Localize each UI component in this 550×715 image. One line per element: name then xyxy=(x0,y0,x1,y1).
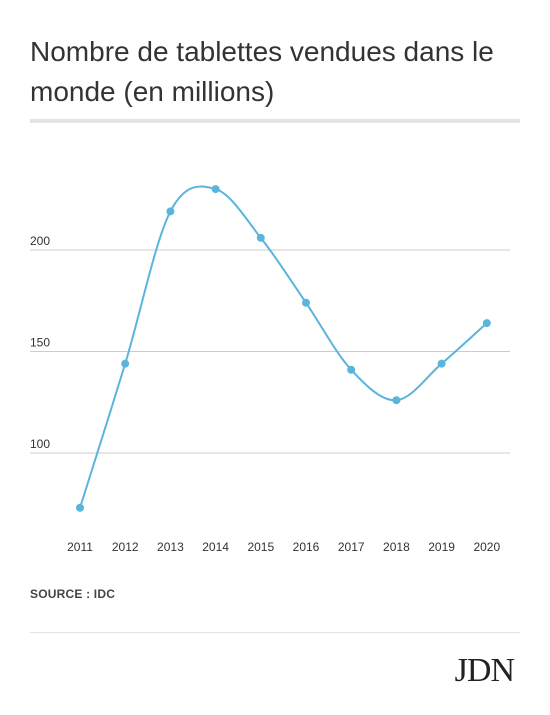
data-point xyxy=(256,233,265,242)
series-line xyxy=(79,185,488,509)
y-axis-ticks: 100 150 200 xyxy=(30,234,50,451)
chart-title: Nombre de tablettes vendues dans le mond… xyxy=(30,36,494,107)
x-tick-label: 2015 xyxy=(247,540,274,554)
jdn-logo: JDN xyxy=(454,652,515,689)
data-point xyxy=(392,396,401,405)
x-tick-label: 2017 xyxy=(338,540,365,554)
x-tick-label: 2020 xyxy=(473,540,500,554)
data-point xyxy=(437,359,446,368)
data-point xyxy=(211,185,220,194)
y-tick-label: 150 xyxy=(30,336,50,350)
y-tick-label: 200 xyxy=(30,234,50,248)
y-tick-label: 100 xyxy=(30,437,50,451)
footer-divider xyxy=(30,632,520,633)
data-point xyxy=(166,207,175,216)
data-points xyxy=(76,185,491,512)
x-tick-label: 2016 xyxy=(293,540,320,554)
data-point xyxy=(76,503,84,512)
x-tick-label: 2018 xyxy=(383,540,410,554)
x-tick-label: 2011 xyxy=(67,540,93,554)
x-axis-ticks: 2011 2012 2013 2014 2015 2016 2017 2018 2019 2020 xyxy=(67,540,500,554)
x-tick-label: 2019 xyxy=(428,540,455,554)
x-tick-label: 2013 xyxy=(157,540,184,554)
title-divider xyxy=(30,119,520,123)
x-tick-label: 2012 xyxy=(112,540,139,554)
x-tick-label: 2014 xyxy=(202,540,229,554)
data-point xyxy=(121,359,130,368)
grid-lines xyxy=(30,249,510,454)
data-point xyxy=(482,319,491,328)
source-note: SOURCE : IDC xyxy=(30,587,116,601)
data-point xyxy=(347,365,356,374)
data-point xyxy=(302,298,310,307)
